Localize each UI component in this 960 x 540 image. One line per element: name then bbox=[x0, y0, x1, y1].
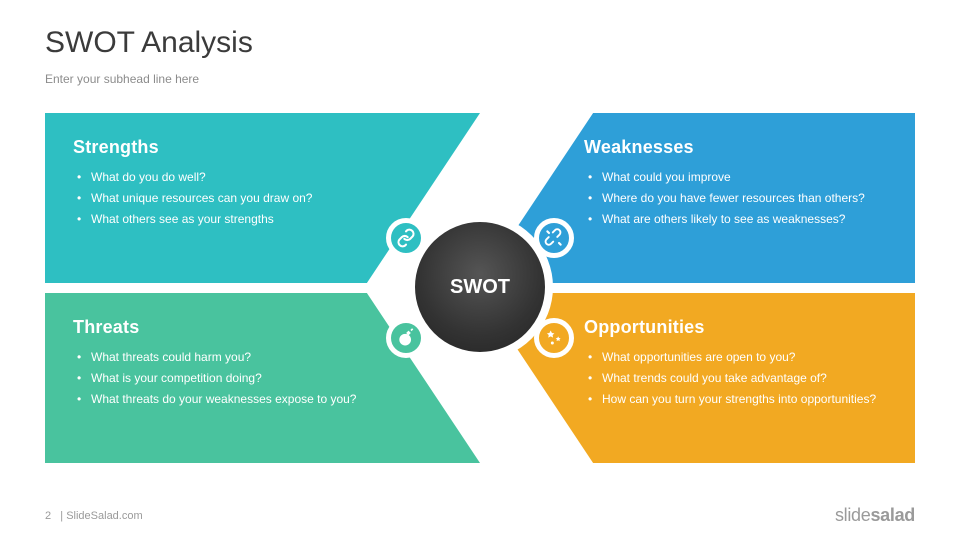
list-item: What opportunities are open to you? bbox=[584, 348, 893, 367]
strengths-heading: Strengths bbox=[73, 137, 452, 158]
list-item: What is your competition doing? bbox=[73, 369, 452, 388]
list-item: What are others likely to see as weaknes… bbox=[584, 210, 893, 229]
page-number: 2 bbox=[45, 510, 51, 522]
stars-icon bbox=[534, 318, 574, 358]
list-item: What unique resources can you draw on? bbox=[73, 189, 452, 208]
threats-list: What threats could harm you? What is you… bbox=[73, 348, 452, 410]
list-item: How can you turn your strengths into opp… bbox=[584, 390, 893, 409]
opportunities-heading: Opportunities bbox=[584, 317, 893, 338]
footer-page: 2 | SlideSalad.com bbox=[45, 510, 143, 522]
list-item: What could you improve bbox=[584, 168, 893, 187]
link-icon bbox=[386, 218, 426, 258]
list-item: What do you do well? bbox=[73, 168, 452, 187]
bomb-icon bbox=[386, 318, 426, 358]
list-item: What threats do your weaknesses expose t… bbox=[73, 390, 452, 409]
unlink-icon bbox=[534, 218, 574, 258]
footer-brand: slidesalad bbox=[835, 505, 915, 526]
page-title: SWOT Analysis bbox=[45, 26, 253, 60]
weaknesses-list: What could you improve Where do you have… bbox=[584, 168, 893, 230]
opportunities-list: What opportunities are open to you? What… bbox=[584, 348, 893, 410]
center-label: SWOT bbox=[450, 276, 510, 299]
weaknesses-heading: Weaknesses bbox=[584, 137, 893, 158]
list-item: What trends could you take advantage of? bbox=[584, 369, 893, 388]
footer-source: | SlideSalad.com bbox=[60, 510, 142, 522]
brand-bold: salad bbox=[870, 505, 915, 525]
center-circle: SWOT bbox=[407, 214, 553, 360]
page-subhead: Enter your subhead line here bbox=[45, 72, 199, 86]
brand-light: slide bbox=[835, 505, 871, 525]
list-item: Where do you have fewer resources than o… bbox=[584, 189, 893, 208]
